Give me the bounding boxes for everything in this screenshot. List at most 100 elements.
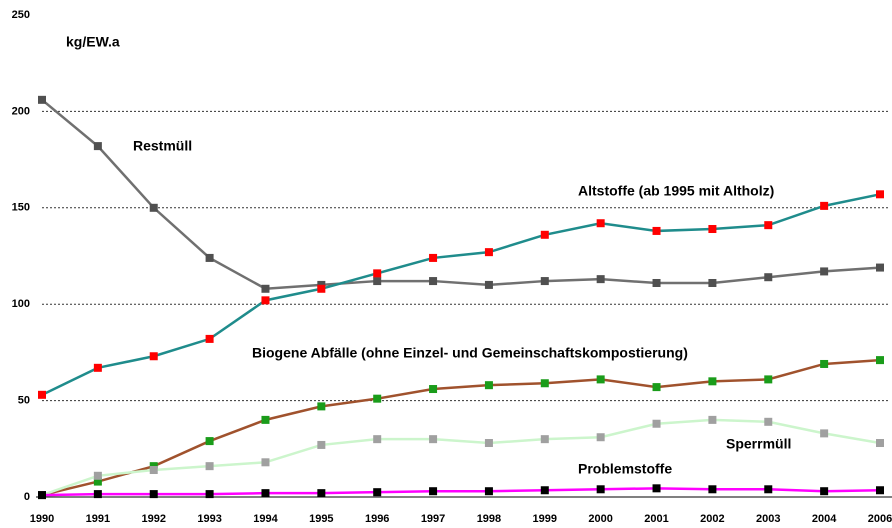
series-line <box>42 488 880 495</box>
data-point <box>541 277 549 285</box>
data-point <box>485 381 493 389</box>
data-point <box>261 296 269 304</box>
x-tick-label: 1993 <box>197 513 221 525</box>
data-point <box>597 275 605 283</box>
data-point <box>653 279 661 287</box>
series-label: Altstoffe (ab 1995 mit Altholz) <box>578 183 774 199</box>
data-point <box>597 219 605 227</box>
x-tick-label: 2006 <box>868 513 892 525</box>
y-tick-label: 250 <box>12 9 30 21</box>
data-point <box>429 487 437 495</box>
data-point <box>541 379 549 387</box>
data-point <box>708 377 716 385</box>
chart: kg/EW.a 05010015020025019901991199219931… <box>0 0 892 528</box>
data-point <box>373 435 381 443</box>
data-point <box>820 487 828 495</box>
x-tick-label: 1991 <box>86 513 110 525</box>
data-point <box>373 277 381 285</box>
data-point <box>653 484 661 492</box>
data-point <box>764 418 772 426</box>
data-point <box>820 360 828 368</box>
data-point <box>485 281 493 289</box>
data-point <box>150 352 158 360</box>
y-tick-label: 150 <box>12 202 30 214</box>
data-point <box>150 204 158 212</box>
data-point <box>317 441 325 449</box>
data-point <box>708 416 716 424</box>
data-point <box>206 335 214 343</box>
data-point <box>206 254 214 262</box>
x-tick-label: 1995 <box>309 513 333 525</box>
y-tick-label: 200 <box>12 105 30 117</box>
data-point <box>541 486 549 494</box>
series-label: Restmüll <box>133 138 192 154</box>
data-point <box>764 221 772 229</box>
data-point <box>485 248 493 256</box>
data-point <box>876 439 884 447</box>
data-point <box>150 490 158 498</box>
series-line <box>42 194 880 395</box>
data-point <box>94 364 102 372</box>
y-tick-label: 0 <box>24 491 30 503</box>
data-point <box>653 227 661 235</box>
data-point <box>94 472 102 480</box>
data-point <box>485 487 493 495</box>
data-point <box>708 279 716 287</box>
data-point <box>653 383 661 391</box>
data-point <box>597 433 605 441</box>
data-point <box>429 277 437 285</box>
x-tick-label: 2003 <box>756 513 780 525</box>
unit-label: kg/EW.a <box>66 34 120 50</box>
data-point <box>373 488 381 496</box>
data-point <box>206 462 214 470</box>
data-point <box>261 416 269 424</box>
data-point <box>429 254 437 262</box>
data-point <box>373 269 381 277</box>
data-point <box>708 225 716 233</box>
data-point <box>94 142 102 150</box>
x-tick-label: 1994 <box>253 513 278 525</box>
x-tick-label: 2000 <box>588 513 612 525</box>
data-point <box>764 273 772 281</box>
x-tick-label: 1990 <box>30 513 54 525</box>
data-point <box>597 375 605 383</box>
data-point <box>876 264 884 272</box>
data-point <box>597 485 605 493</box>
data-point <box>317 285 325 293</box>
data-point <box>373 395 381 403</box>
data-point <box>261 285 269 293</box>
data-point <box>261 489 269 497</box>
data-point <box>876 486 884 494</box>
data-point <box>317 489 325 497</box>
data-point <box>206 490 214 498</box>
series-line <box>42 420 880 495</box>
data-point <box>261 458 269 466</box>
data-point <box>317 402 325 410</box>
data-point <box>876 190 884 198</box>
data-point <box>429 435 437 443</box>
data-point <box>206 437 214 445</box>
data-point <box>764 375 772 383</box>
x-tick-label: 1996 <box>365 513 389 525</box>
y-tick-label: 50 <box>18 395 30 407</box>
series-label: Biogene Abfälle (ohne Einzel- und Gemein… <box>252 345 688 361</box>
data-point <box>708 485 716 493</box>
data-point <box>820 267 828 275</box>
x-tick-label: 2002 <box>700 513 724 525</box>
data-point <box>38 491 46 499</box>
data-point <box>820 202 828 210</box>
data-point <box>653 420 661 428</box>
data-point <box>541 435 549 443</box>
series-label: Sperrmüll <box>726 436 791 452</box>
x-tick-label: 1999 <box>533 513 557 525</box>
data-point <box>150 466 158 474</box>
data-point <box>764 485 772 493</box>
x-tick-label: 2001 <box>644 513 668 525</box>
data-point <box>429 385 437 393</box>
x-tick-label: 1992 <box>141 513 165 525</box>
x-tick-label: 1998 <box>477 513 501 525</box>
data-point <box>820 429 828 437</box>
data-point <box>876 356 884 364</box>
data-point <box>541 231 549 239</box>
series-line <box>42 360 880 495</box>
